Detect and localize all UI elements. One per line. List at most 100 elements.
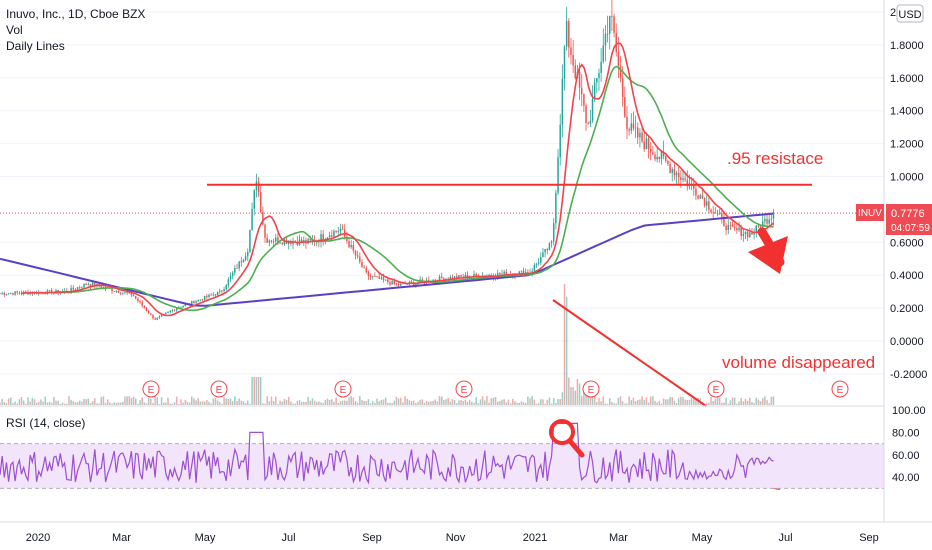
price-tick-label: 1.2000 — [890, 139, 924, 151]
volume-bar — [78, 400, 81, 405]
candle-body — [464, 275, 467, 278]
volume-bar — [98, 403, 100, 405]
candle-body — [182, 306, 184, 308]
volume-bar — [322, 403, 324, 405]
volume-bar — [488, 402, 490, 405]
volume-bar — [608, 398, 611, 405]
volume-bar — [415, 403, 417, 405]
candle-body — [253, 190, 255, 209]
magnifier-ring — [549, 419, 575, 445]
candle-body — [281, 242, 284, 245]
candle-body — [122, 292, 124, 294]
candle-body — [356, 255, 359, 257]
candle-body — [617, 52, 620, 67]
candle-body — [184, 304, 187, 307]
volume-bar — [518, 402, 521, 405]
candle-body — [378, 276, 380, 279]
earnings-marker — [707, 380, 725, 398]
candle-body — [25, 291, 27, 293]
volume-bar — [626, 403, 628, 405]
candle-body — [660, 151, 663, 159]
earnings-marker-label: E — [148, 385, 155, 396]
candle-body — [764, 219, 766, 222]
volume-bar — [466, 401, 469, 405]
candle-body — [12, 293, 14, 295]
volume-bar — [598, 397, 600, 405]
candle-body — [369, 276, 372, 277]
volume-bar — [333, 402, 335, 405]
candle-body — [74, 289, 77, 291]
volume-bar — [38, 401, 40, 405]
earnings-marker-label: E — [713, 385, 720, 396]
volume-bar — [119, 402, 122, 405]
volume-bar — [428, 401, 430, 405]
volume-bar — [501, 399, 503, 405]
candle-body — [677, 172, 680, 178]
candle-body — [684, 178, 686, 180]
candle-body — [197, 299, 199, 302]
volume-bar — [705, 402, 708, 405]
volume-bar — [247, 400, 249, 405]
volume-bars — [0, 283, 775, 405]
volume-bar — [270, 396, 273, 405]
candle-body — [128, 292, 131, 294]
candle-body — [552, 223, 555, 242]
daily-lines-label: Daily Lines — [6, 39, 65, 53]
volume-bar — [55, 400, 57, 405]
volume-bar — [561, 392, 564, 405]
candle-body — [744, 231, 747, 234]
candle-body — [262, 212, 264, 225]
volume-bar — [356, 402, 359, 405]
volume-bar — [231, 401, 234, 405]
volume-bar — [660, 403, 663, 405]
candle-body — [175, 308, 178, 311]
volume-bar — [772, 396, 775, 405]
volume-bar — [458, 400, 460, 405]
candle-body — [275, 237, 277, 242]
volume-bar — [91, 401, 94, 405]
volume-bar — [221, 403, 223, 405]
rsi-peak-marker — [549, 419, 585, 458]
time-tick-label: May — [692, 532, 713, 544]
volume-bar — [492, 397, 495, 405]
candle-body — [14, 291, 16, 295]
currency-button[interactable]: USD — [896, 4, 924, 23]
candle-body — [718, 213, 721, 215]
volume-bar — [585, 386, 587, 405]
candle-body — [191, 301, 193, 305]
volume-bar — [529, 398, 531, 405]
volume-bar — [186, 401, 189, 405]
candle-body — [749, 232, 751, 238]
candle-body — [238, 261, 240, 269]
volume-bar — [87, 398, 90, 405]
volume-bar — [645, 397, 648, 405]
volume-bar — [197, 398, 199, 405]
candle-body — [593, 82, 596, 99]
candle-body — [180, 307, 182, 309]
volume-bar — [361, 400, 363, 405]
candle-body — [639, 132, 641, 138]
volume-bar — [436, 401, 439, 405]
candle-body — [124, 292, 126, 294]
candle-body — [673, 169, 676, 176]
candle-body — [333, 230, 335, 237]
candle-body — [621, 78, 624, 98]
candle-body — [132, 295, 135, 297]
candle-body — [363, 266, 365, 268]
grid — [0, 11, 884, 375]
candle-body — [656, 156, 658, 160]
rsi-line — [0, 422, 774, 485]
volume-bar — [29, 401, 31, 405]
volume-bar — [559, 399, 561, 405]
volume-bar — [76, 402, 79, 405]
candle-body — [169, 311, 171, 313]
volume-bar — [259, 377, 262, 405]
volume-bar — [755, 397, 758, 405]
volume-bar — [384, 397, 387, 405]
candle-body — [87, 284, 90, 285]
rsi-label: RSI (14, close) — [6, 416, 85, 430]
volume-bar — [315, 402, 318, 405]
candle-body — [723, 216, 725, 227]
candle-body — [626, 116, 628, 130]
price-tick-label: 0.2000 — [890, 303, 924, 315]
